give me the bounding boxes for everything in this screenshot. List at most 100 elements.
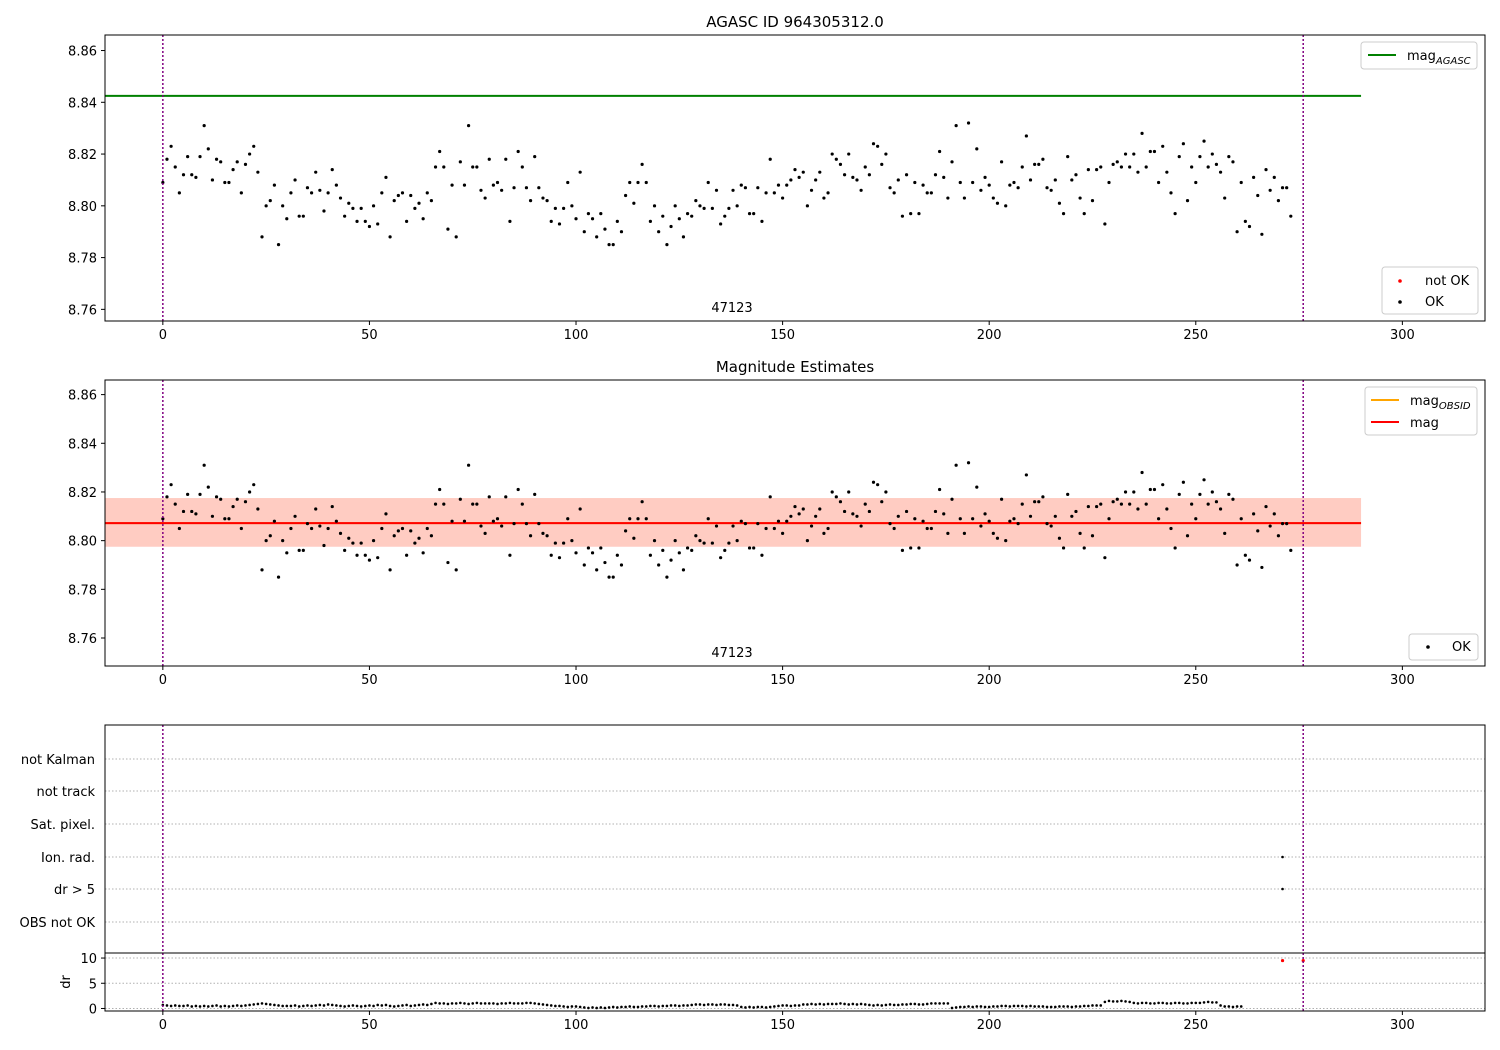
dr-point: [587, 1006, 590, 1010]
dr-point: [603, 1006, 607, 1010]
data-point: [528, 534, 533, 538]
y-tick-label: 8.80: [68, 200, 97, 215]
data-point: [1152, 149, 1157, 154]
x-tick-label: 0: [159, 673, 167, 688]
x-tick-label: 250: [1183, 1018, 1208, 1033]
panel-estimates-obsid-label: 47123: [711, 646, 752, 661]
data-point: [1173, 211, 1177, 216]
data-point: [1173, 546, 1177, 550]
data-point: [731, 524, 735, 528]
data-point: [309, 191, 314, 195]
data-point: [851, 512, 855, 516]
data-point: [210, 178, 215, 182]
data-point: [747, 211, 752, 216]
legend-box: [1381, 266, 1479, 315]
data-point: [181, 509, 186, 514]
data-point: [760, 219, 764, 223]
dr-point: [682, 1004, 685, 1007]
data-point: [776, 519, 781, 523]
data-point: [578, 507, 582, 511]
dr-point: [545, 1003, 549, 1007]
data-point: [797, 512, 801, 516]
data-point: [1008, 183, 1012, 187]
y-tick-label: 8.82: [68, 486, 97, 501]
data-point: [347, 201, 351, 205]
dr-point: [797, 1004, 801, 1007]
data-point: [896, 178, 900, 182]
data-point: [1169, 191, 1173, 195]
x-tick-label: 200: [977, 1018, 1002, 1033]
dr-point: [1223, 1005, 1227, 1008]
data-point: [351, 541, 355, 545]
data-point: [1289, 548, 1293, 552]
data-point: [1280, 522, 1285, 526]
y-tick-label: 8.84: [68, 96, 97, 111]
data-point: [913, 180, 917, 185]
data-point: [425, 526, 429, 531]
data-point: [590, 551, 595, 555]
data-point: [260, 235, 264, 239]
data-point: [322, 209, 326, 213]
data-point: [227, 517, 231, 521]
data-point: [768, 157, 772, 161]
data-point: [876, 144, 880, 148]
dr-point: [1045, 1005, 1049, 1009]
data-point: [1103, 556, 1107, 560]
data-point: [785, 519, 789, 523]
data-point: [636, 180, 640, 185]
data-point: [975, 147, 979, 151]
x-tick-label: 0: [159, 328, 167, 343]
dr-point: [661, 1004, 665, 1008]
data-point: [1227, 155, 1231, 159]
data-point: [938, 487, 942, 492]
data-point: [252, 144, 256, 148]
data-point: [388, 568, 392, 572]
dr-point: [1136, 1002, 1140, 1005]
data-point: [1016, 186, 1020, 190]
data-point: [1061, 211, 1066, 216]
data-point: [1285, 186, 1289, 190]
data-point: [723, 548, 727, 552]
data-point: [946, 196, 950, 200]
data-point: [359, 206, 363, 211]
data-point: [318, 188, 322, 192]
x-tick-label: 300: [1390, 673, 1415, 688]
data-point: [268, 199, 272, 203]
data-point: [628, 517, 632, 521]
dr-point: [913, 1002, 917, 1006]
data-point: [1256, 529, 1260, 533]
dr-point: [1070, 1005, 1074, 1009]
dr-point: [268, 1003, 272, 1006]
data-point: [355, 553, 359, 557]
data-point: [413, 206, 417, 211]
data-point: [545, 534, 549, 538]
dr-point: [851, 1002, 855, 1006]
data-point: [921, 183, 925, 187]
data-point: [743, 186, 748, 190]
panel-flags-axes-frame: [104, 724, 1486, 1012]
data-point: [925, 526, 929, 531]
data-point: [1140, 131, 1144, 135]
data-point: [1012, 517, 1016, 521]
data-point: [661, 214, 665, 218]
data-point: [1235, 563, 1239, 567]
data-point: [599, 546, 603, 550]
data-point: [842, 509, 847, 514]
dr-point: [211, 1004, 214, 1008]
data-point: [814, 514, 818, 518]
data-point: [239, 191, 243, 195]
data-point: [442, 502, 446, 506]
data-point: [954, 123, 958, 128]
dr-point: [293, 1004, 297, 1007]
dr-point: [281, 1004, 284, 1008]
data-point: [289, 526, 293, 531]
data-point: [429, 534, 434, 538]
data-point: [194, 175, 198, 179]
data-point: [272, 519, 277, 523]
data-point: [549, 219, 553, 223]
dr-point: [401, 1004, 404, 1007]
dr-point: [194, 1004, 198, 1008]
data-point: [1082, 546, 1086, 550]
data-point: [706, 517, 710, 521]
dr-point: [863, 1003, 867, 1006]
